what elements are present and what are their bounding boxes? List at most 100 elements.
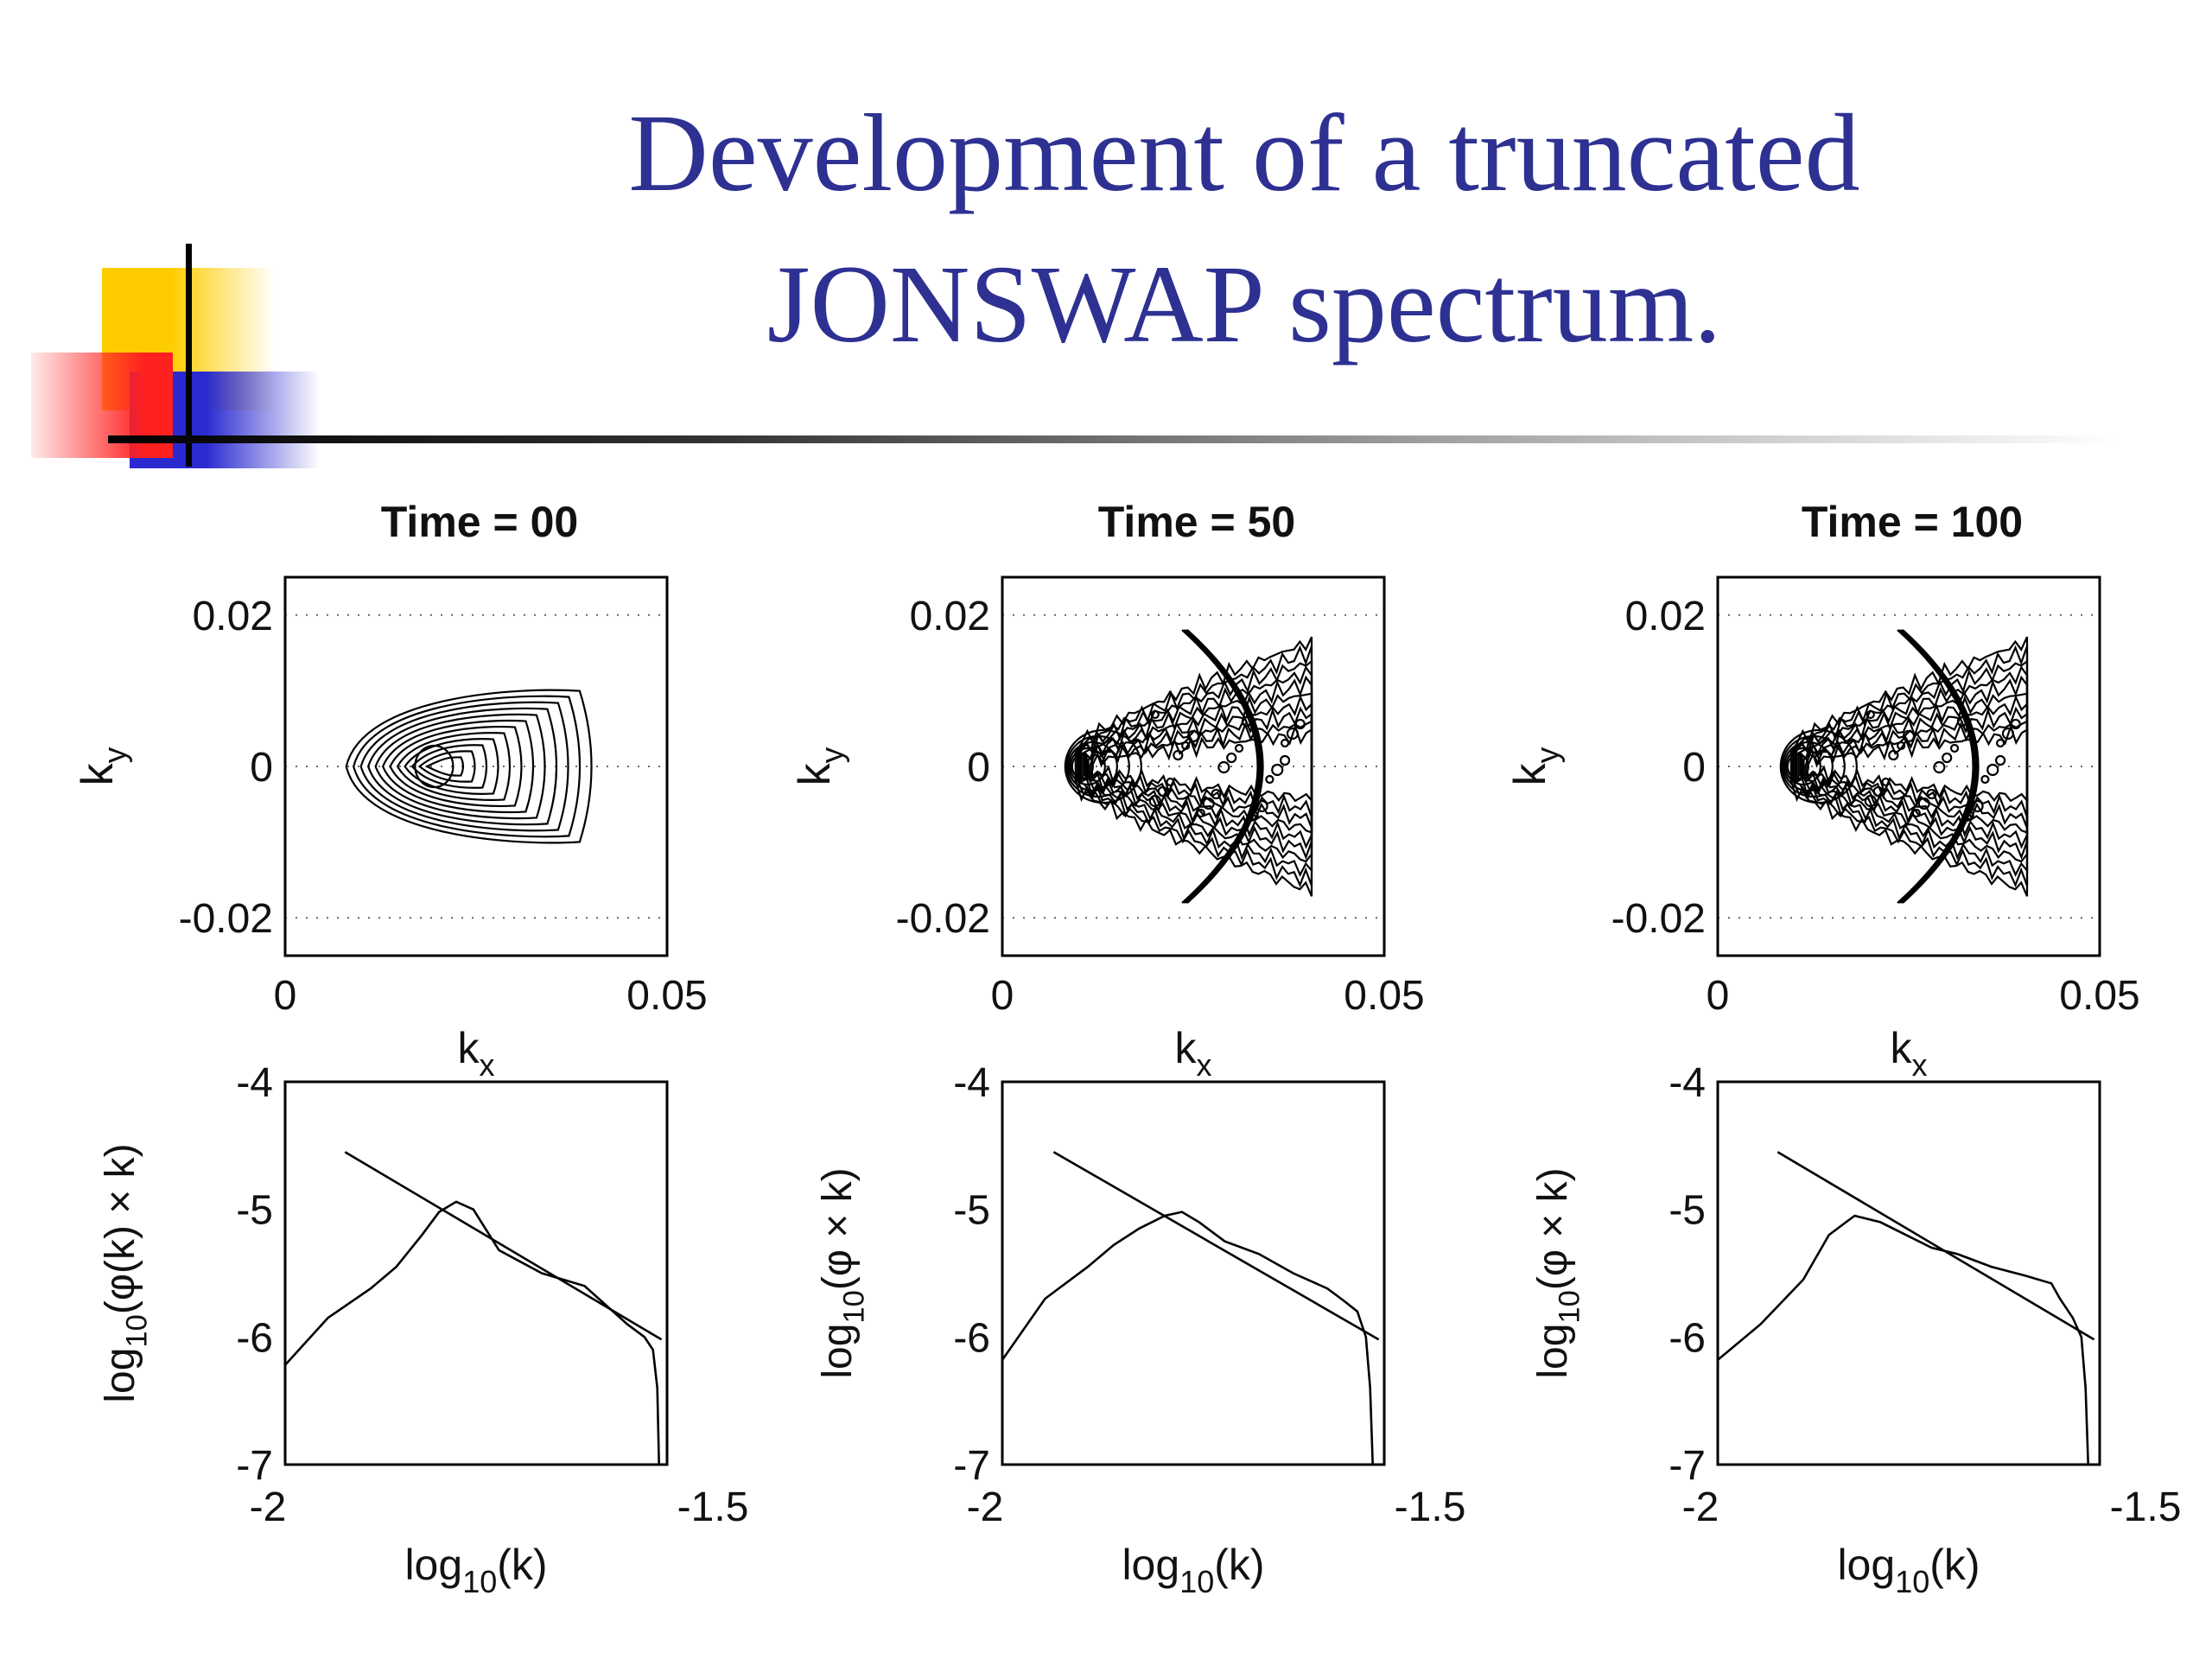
edge-arc-1 <box>1898 629 1976 904</box>
speckle-0 <box>1866 709 1875 720</box>
speckle-9 <box>1965 810 1974 821</box>
contour-5 <box>389 725 523 808</box>
panel-title-time-100: Time = 100 <box>1801 498 2024 546</box>
speckle-15 <box>1265 774 1274 785</box>
speckle-13 <box>1157 785 1168 798</box>
series-group <box>1717 1151 2095 1465</box>
edge-arc-2 <box>1900 629 1978 904</box>
spectrum-curve <box>284 1200 660 1465</box>
x-tick-label: -1.5 <box>2110 1484 2182 1530</box>
y-tick-label: -5 <box>236 1188 273 1234</box>
speckle-3 <box>1234 743 1244 753</box>
contour-3 <box>404 738 499 795</box>
contour-9 <box>1789 636 2029 897</box>
lowk-contour-2 <box>1067 741 1118 792</box>
edge-arc-3 <box>1902 629 1980 904</box>
contour-peak <box>414 744 454 789</box>
contour-0 <box>1090 723 1313 804</box>
speckle-13 <box>1872 785 1884 798</box>
speckle-12 <box>1181 741 1191 751</box>
contour-1 <box>417 750 476 783</box>
speckle-4 <box>1211 788 1222 800</box>
lowk-contour-1 <box>1069 747 1106 786</box>
speckle-21 <box>1995 738 2005 748</box>
lowk-contour-4 <box>1064 728 1142 804</box>
y-tick-label: -5 <box>1669 1188 1706 1234</box>
speckle-14 <box>1286 727 1300 741</box>
speckle-7 <box>2010 718 2021 730</box>
series-group <box>284 1151 663 1465</box>
speckle-17 <box>1217 760 1230 774</box>
contour-9 <box>359 701 569 832</box>
x-tick-label: 0 <box>274 973 297 1019</box>
contour-6 <box>381 719 535 814</box>
x-tick-label: -1.5 <box>677 1484 749 1530</box>
x-axis-label: log10(k) <box>404 1541 547 1599</box>
y-axis-label-text: ky <box>1505 747 1566 785</box>
series-group <box>1001 1151 1380 1465</box>
speckle-14 <box>2001 727 2015 741</box>
x-tick-label: -1.5 <box>1395 1484 1466 1530</box>
speckle-3 <box>1949 743 1960 753</box>
y-tick-label: -0.02 <box>179 896 273 942</box>
speckle-20 <box>1864 794 1877 808</box>
contour-panel-2: 0.020-0.020 0.05 <box>896 575 1425 1019</box>
x-axis-label-text: log10(k) <box>1837 1541 1980 1599</box>
x-tick-label: 0.05 <box>2059 973 2139 1019</box>
power-law-line <box>1052 1151 1380 1341</box>
y-tick-label: -6 <box>1669 1315 1706 1361</box>
x-axis-label: kx <box>1891 1024 1928 1083</box>
x-axis-label: kx <box>1175 1024 1212 1083</box>
y-tick-label: 0 <box>967 745 990 791</box>
speckle-18 <box>1196 808 1205 818</box>
decor-horizontal-rule <box>108 435 2121 443</box>
spectrum-panel-3: -4 -5 -6 -7-2 -1.5 <box>1669 1060 2181 1530</box>
y-tick-label: 0.02 <box>1625 594 1706 639</box>
y-axis-label: log10(φ × k) <box>815 1167 870 1378</box>
axes-frame <box>1716 1080 2101 1466</box>
x-axis-label-text: kx <box>1891 1024 1928 1083</box>
slide-title-line-1: Development of a truncated <box>628 92 1860 214</box>
contour-panel-1: 0.020-0.020 0.05 <box>179 575 708 1019</box>
y-tick-label: -7 <box>1669 1443 1706 1489</box>
speckle-6 <box>1881 777 1891 787</box>
x-axis-label-text: kx <box>1175 1024 1212 1083</box>
spectrum-panel-1: -4 -5 -6 -7-2 -1.5 <box>236 1060 748 1530</box>
lowk-contour-3 <box>1781 734 1846 798</box>
y-tick-label: -6 <box>953 1315 990 1361</box>
axes-frame <box>283 575 669 957</box>
lowk-contour-2 <box>1783 741 1834 792</box>
x-tick-label: -2 <box>1682 1484 1719 1530</box>
speckle-21 <box>1280 738 1290 748</box>
speckle-1 <box>1994 754 2006 766</box>
speckle-18 <box>1911 808 1921 818</box>
x-tick-label: 0 <box>991 973 1014 1019</box>
contour-4 <box>396 732 511 801</box>
y-axis-label-text: ky <box>790 747 850 785</box>
edge-arc-1 <box>1183 629 1261 904</box>
x-axis-label-text: log10(k) <box>1122 1541 1264 1599</box>
lowk-contour-4 <box>1779 728 1858 804</box>
x-tick-label: 0.05 <box>626 973 707 1019</box>
axes-frame <box>1716 575 2101 957</box>
decor-vertical-line <box>186 244 192 467</box>
speckle-15 <box>1980 774 1990 785</box>
y-tick-label: -6 <box>236 1315 273 1361</box>
slide-title: Development of a truncated JONSWAP spect… <box>484 78 2005 380</box>
x-axis-label-text: log10(k) <box>404 1541 547 1599</box>
power-law-line <box>344 1151 663 1341</box>
speckle-19 <box>1173 749 1184 761</box>
lowk-contour-0 <box>1071 753 1094 780</box>
y-tick-label: -5 <box>953 1188 990 1234</box>
speckle-4 <box>1926 788 1937 800</box>
speckle-6 <box>1166 777 1175 787</box>
contour-7 <box>374 713 546 820</box>
lowk-contour-0 <box>1786 753 1809 780</box>
speckle-16 <box>1241 715 1252 728</box>
speckle-1 <box>1279 754 1291 766</box>
y-tick-label: 0.02 <box>910 594 990 639</box>
speckle-19 <box>1888 749 1899 761</box>
y-axis-label: log10(φ(k) × k) <box>98 1143 153 1402</box>
speckle-16 <box>1956 715 1967 728</box>
lowk-contour-3 <box>1065 734 1130 798</box>
